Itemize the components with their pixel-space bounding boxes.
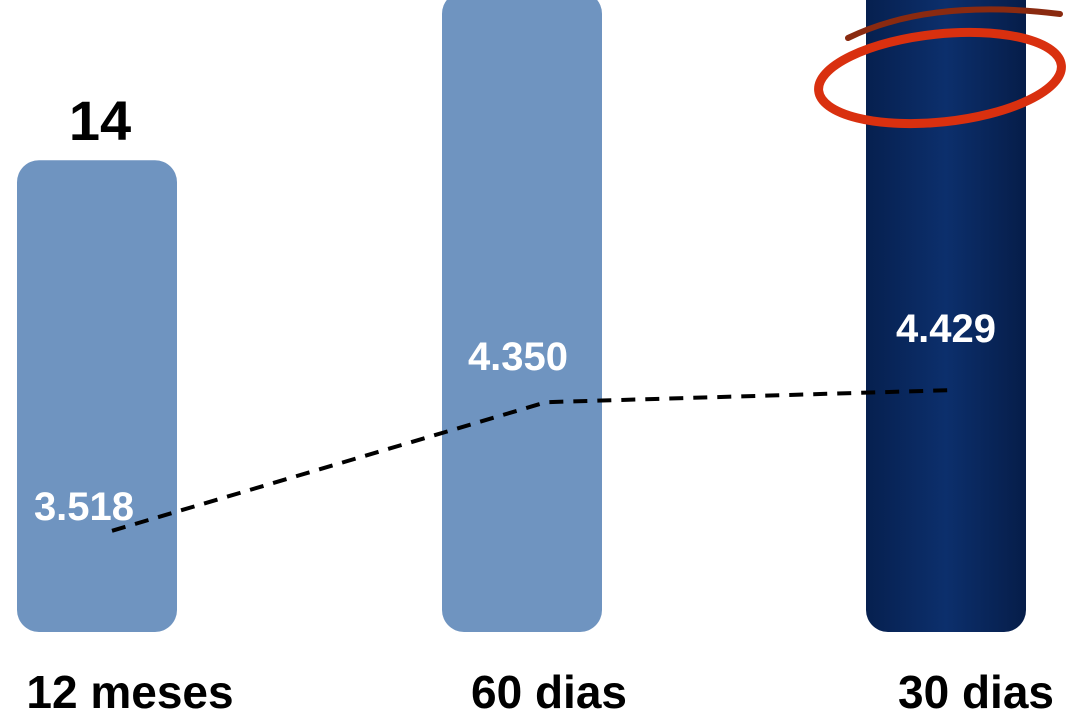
line-value-label-0: 3.518: [34, 485, 134, 529]
category-label-0: 12 meses: [26, 666, 233, 716]
highlight-group: [814, 6, 1066, 129]
line-value-label-1: 4.350: [468, 335, 568, 379]
highlight-circle: [814, 27, 1066, 129]
highlight-circle-stroke-end: [845, 6, 1063, 41]
bar-value-label-0: 14: [69, 89, 131, 152]
bar-0: [17, 160, 177, 632]
line-value-label-2: 4.429: [896, 307, 996, 351]
labels-group: 14 19 22 3.518 4.350 4.429 12 meses 60 d…: [26, 89, 1054, 716]
bar-2: [866, 0, 1026, 632]
bar-1: [442, 0, 602, 632]
line-series-path: [111, 388, 956, 533]
category-label-1: 60 dias: [471, 666, 627, 716]
category-label-2: 30 dias: [898, 666, 1054, 716]
bars-group: [17, 0, 1026, 632]
line-series-group: [111, 388, 956, 533]
